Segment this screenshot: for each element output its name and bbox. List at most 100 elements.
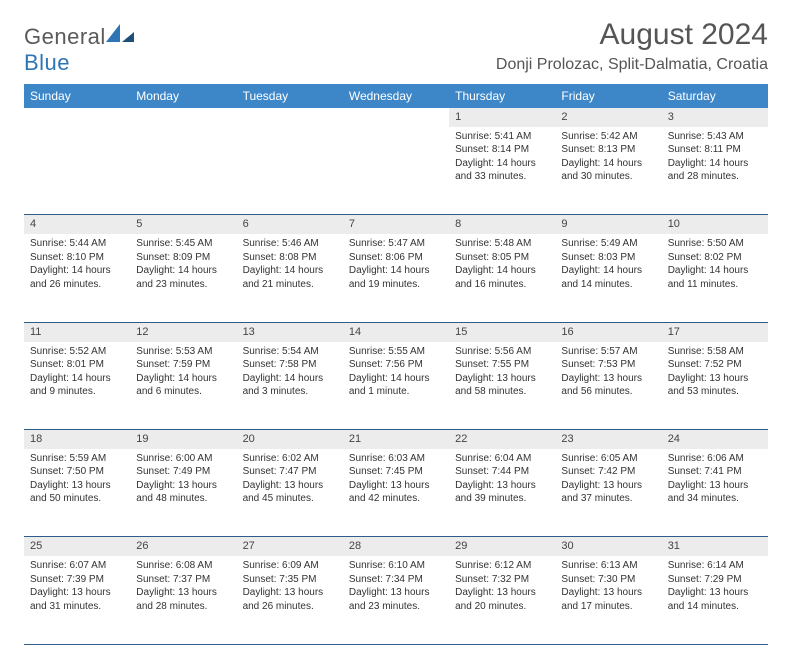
sunrise-line: Sunrise: 6:14 AM [668,559,762,573]
sunrise-line: Sunrise: 6:12 AM [455,559,549,573]
daylight-line: Daylight: 13 hours and 48 minutes. [136,479,230,506]
day-number-cell: 18 [24,430,130,449]
day-number-cell: 28 [343,537,449,556]
daylight-line: Daylight: 13 hours and 20 minutes. [455,586,549,613]
day-number-cell: 1 [449,108,555,127]
brand-text: General Blue [24,24,134,76]
sunrise-line: Sunrise: 6:06 AM [668,452,762,466]
sunrise-line: Sunrise: 5:52 AM [30,345,124,359]
sunset-line: Sunset: 7:47 PM [243,465,337,479]
sunrise-line: Sunrise: 5:59 AM [30,452,124,466]
day-content-cell: Sunrise: 5:56 AMSunset: 7:55 PMDaylight:… [449,342,555,430]
daylight-line: Daylight: 13 hours and 42 minutes. [349,479,443,506]
day-content-cell [237,127,343,215]
day-content-cell: Sunrise: 6:06 AMSunset: 7:41 PMDaylight:… [662,449,768,537]
daylight-line: Daylight: 14 hours and 14 minutes. [561,264,655,291]
day-number-cell: 4 [24,215,130,234]
daylight-line: Daylight: 13 hours and 26 minutes. [243,586,337,613]
sunrise-line: Sunrise: 6:07 AM [30,559,124,573]
day-number-cell: 5 [130,215,236,234]
sunset-line: Sunset: 7:42 PM [561,465,655,479]
sunrise-line: Sunrise: 5:48 AM [455,237,549,251]
sunset-line: Sunset: 7:37 PM [136,573,230,587]
sunset-line: Sunset: 7:58 PM [243,358,337,372]
daylight-line: Daylight: 14 hours and 16 minutes. [455,264,549,291]
day-number-row: 25262728293031 [24,537,768,556]
day-content-cell: Sunrise: 5:52 AMSunset: 8:01 PMDaylight:… [24,342,130,430]
day-number-cell: 10 [662,215,768,234]
sunrise-line: Sunrise: 5:53 AM [136,345,230,359]
day-number-row: 18192021222324 [24,430,768,449]
sunrise-line: Sunrise: 6:09 AM [243,559,337,573]
day-number-cell: 13 [237,322,343,341]
weekday-header: Sunday [24,84,130,108]
day-content-cell: Sunrise: 6:13 AMSunset: 7:30 PMDaylight:… [555,556,661,644]
sunrise-line: Sunrise: 6:03 AM [349,452,443,466]
sunrise-line: Sunrise: 6:04 AM [455,452,549,466]
day-number-cell: 23 [555,430,661,449]
sunset-line: Sunset: 8:08 PM [243,251,337,265]
day-content-cell: Sunrise: 5:49 AMSunset: 8:03 PMDaylight:… [555,234,661,322]
sunset-line: Sunset: 7:30 PM [561,573,655,587]
day-number-cell: 31 [662,537,768,556]
sunrise-line: Sunrise: 6:08 AM [136,559,230,573]
sunset-line: Sunset: 8:02 PM [668,251,762,265]
weekday-header: Thursday [449,84,555,108]
day-number-row: 123 [24,108,768,127]
day-number-cell: 16 [555,322,661,341]
day-content-cell: Sunrise: 6:04 AMSunset: 7:44 PMDaylight:… [449,449,555,537]
sunset-line: Sunset: 8:09 PM [136,251,230,265]
day-content-cell: Sunrise: 5:50 AMSunset: 8:02 PMDaylight:… [662,234,768,322]
sunrise-line: Sunrise: 5:58 AM [668,345,762,359]
day-content-cell: Sunrise: 5:54 AMSunset: 7:58 PMDaylight:… [237,342,343,430]
day-content-row: Sunrise: 6:07 AMSunset: 7:39 PM Daylight:… [24,556,768,644]
sunset-line: Sunset: 7:44 PM [455,465,549,479]
daylight-line: Daylight: 14 hours and 33 minutes. [455,157,549,184]
daylight-line: Daylight: 14 hours and 3 minutes. [243,372,337,399]
weekday-header: Saturday [662,84,768,108]
day-content-cell: Sunrise: 6:08 AMSunset: 7:37 PMDaylight:… [130,556,236,644]
sunset-line: Sunset: 8:06 PM [349,251,443,265]
day-number-row: 45678910 [24,215,768,234]
sunrise-line: Sunrise: 5:55 AM [349,345,443,359]
daylight-line: Daylight: 14 hours and 28 minutes. [668,157,762,184]
daylight-line: Daylight: 13 hours and 56 minutes. [561,372,655,399]
sunrise-line: Sunrise: 5:43 AM [668,130,762,144]
day-number-cell: 19 [130,430,236,449]
day-content-cell: Sunrise: 5:44 AMSunset: 8:10 PMDaylight:… [24,234,130,322]
sunrise-line: Sunrise: 5:46 AM [243,237,337,251]
calendar-table: Sunday Monday Tuesday Wednesday Thursday… [24,84,768,645]
day-number-cell: 6 [237,215,343,234]
sunrise-line: Sunrise: 5:57 AM [561,345,655,359]
day-number-cell: 22 [449,430,555,449]
sunset-line: Sunset: 8:05 PM [455,251,549,265]
sunset-line: Sunset: 7:56 PM [349,358,443,372]
daylight-line: Daylight: 14 hours and 19 minutes. [349,264,443,291]
month-title: August 2024 [496,18,768,52]
day-number-row: 11121314151617 [24,322,768,341]
day-content-cell: Sunrise: 6:07 AMSunset: 7:39 PMDaylight:… [24,556,130,644]
day-content-cell: Sunrise: 5:57 AMSunset: 7:53 PMDaylight:… [555,342,661,430]
day-number-cell: 21 [343,430,449,449]
day-content-cell: Sunrise: 5:55 AMSunset: 7:56 PMDaylight:… [343,342,449,430]
sunset-line: Sunset: 7:35 PM [243,573,337,587]
day-number-cell: 8 [449,215,555,234]
daylight-line: Daylight: 14 hours and 23 minutes. [136,264,230,291]
sunrise-line: Sunrise: 6:05 AM [561,452,655,466]
header: General Blue August 2024 Donji Prolozac,… [24,18,768,76]
sunset-line: Sunset: 7:29 PM [668,573,762,587]
brand-sail-icon [106,24,134,44]
sunrise-line: Sunrise: 6:02 AM [243,452,337,466]
sunrise-line: Sunrise: 6:00 AM [136,452,230,466]
weekday-header: Monday [130,84,236,108]
sunrise-line: Sunrise: 5:44 AM [30,237,124,251]
day-number-cell: 7 [343,215,449,234]
sunrise-line: Sunrise: 5:42 AM [561,130,655,144]
day-content-cell: Sunrise: 5:47 AMSunset: 8:06 PMDaylight:… [343,234,449,322]
daylight-line: Daylight: 13 hours and 14 minutes. [668,586,762,613]
day-content-cell: Sunrise: 6:09 AMSunset: 7:35 PMDaylight:… [237,556,343,644]
sunset-line: Sunset: 7:39 PM [30,573,124,587]
day-content-row: Sunrise: 5:52 AMSunset: 8:01 PMDaylight:… [24,342,768,430]
daylight-line: Daylight: 13 hours and 45 minutes. [243,479,337,506]
sunset-line: Sunset: 7:59 PM [136,358,230,372]
